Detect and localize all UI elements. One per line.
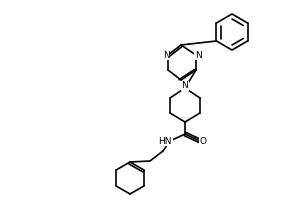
- Text: HN: HN: [158, 136, 172, 146]
- Text: O: O: [200, 136, 206, 146]
- Text: N: N: [195, 50, 201, 60]
- Text: N: N: [163, 50, 170, 60]
- Text: N: N: [182, 82, 188, 90]
